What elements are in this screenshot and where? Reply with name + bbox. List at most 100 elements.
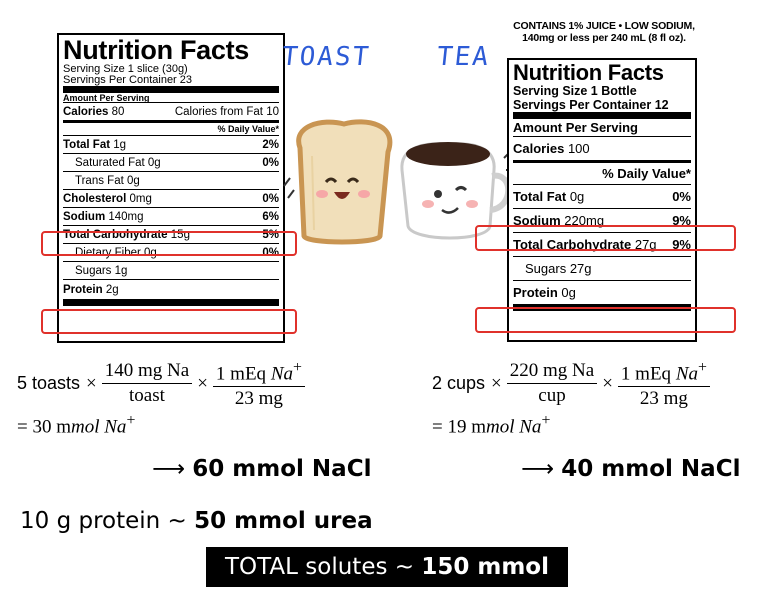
sodium-ion: Na xyxy=(675,363,698,385)
toast-row-name: Saturated Fat xyxy=(75,156,145,169)
result-unit: mol Na xyxy=(71,416,127,438)
toast-row-amount: 2g xyxy=(105,283,119,296)
toast-word: TOAST xyxy=(280,42,372,72)
tea-row-name: Sugars xyxy=(525,261,567,276)
fraction-denominator: 23 mg xyxy=(639,388,688,410)
nacl-value: 40 mmol NaCl xyxy=(561,456,741,482)
toast-row-amount: 0mg xyxy=(129,192,152,205)
fraction-numerator: 140 mg Na xyxy=(101,359,193,385)
tea-row-dv: 0% xyxy=(672,189,691,204)
toast-count: 5 toasts xyxy=(17,373,81,394)
toast-row-name: Cholesterol xyxy=(63,192,127,205)
toast-row-dv: 0% xyxy=(262,192,279,205)
multiply-sign: × xyxy=(602,372,613,394)
toast-row-name: Sodium xyxy=(63,210,106,223)
toast-sodium-result: = 30 mmol Na+ xyxy=(17,412,136,438)
multiply-sign: × xyxy=(197,372,208,394)
toast-protein-highlight xyxy=(41,309,297,334)
tea-fraction-2: 1 mEq Na+ 23 mg xyxy=(617,356,710,411)
toast-fraction-2: 1 mEq Na+ 23 mg xyxy=(212,356,305,411)
tea-amount-per-serving: Amount Per Serving xyxy=(513,120,638,135)
tea-row-dv: 9% xyxy=(672,237,691,252)
tea-row-dv: 9% xyxy=(672,213,691,228)
toast-row-name: Trans Fat xyxy=(75,174,124,187)
arrow-symbol: ⟶ xyxy=(521,456,562,482)
tea-sodium-highlight xyxy=(475,225,736,251)
toast-row-dv: 6% xyxy=(262,210,279,223)
total-solutes-banner: TOTAL solutes ~ 150 mmol xyxy=(206,547,568,587)
tea-servings: Servings Per Container 12 xyxy=(513,98,669,112)
toast-nutrition-label: Nutrition Facts Serving Size 1 slice (30… xyxy=(57,33,285,343)
tea-count: 2 cups xyxy=(432,373,486,394)
toast-row-dv: 2% xyxy=(262,138,279,151)
tea-word: TEA xyxy=(435,42,492,72)
toast-fraction-1: 140 mg Na toast xyxy=(101,359,193,408)
toast-amount-per-serving: Amount Per Serving xyxy=(63,92,150,103)
toast-servings: Servings Per Container 23 xyxy=(63,74,193,86)
toast-row-amount: 1g xyxy=(114,264,128,277)
tea-row-amount: 220mg xyxy=(564,213,605,228)
meq-text: 1 mEq xyxy=(215,363,271,385)
toast-row-amount: 0g xyxy=(147,156,161,169)
toast-calories-value: 80 xyxy=(111,105,125,118)
fraction-denominator: toast xyxy=(129,385,165,407)
tea-row-name: Total Carbohydrate xyxy=(513,237,632,252)
toast-sodium-equation: 5 toasts × 140 mg Na toast × 1 mEq Na+ 2… xyxy=(17,356,308,411)
tea-row-amount: 27g xyxy=(634,237,657,252)
toast-dv-header: % Daily Value* xyxy=(217,124,279,134)
total-prefix: TOTAL solutes ~ xyxy=(225,554,415,580)
toast-calories-label: Calories xyxy=(63,105,109,118)
toast-row-name: Total Fat xyxy=(63,138,111,151)
multiply-sign: × xyxy=(491,372,502,394)
tea-serving-size: Serving Size 1 Bottle xyxy=(513,84,637,98)
tea-row-name: Sodium xyxy=(513,213,561,228)
toast-row-dv: 0% xyxy=(262,156,279,169)
result-prefix: = 30 m xyxy=(17,416,71,438)
tea-note-line2: 140mg or less per 240 mL (8 fl oz). xyxy=(522,32,686,44)
fraction-numerator: 1 mEq Na+ xyxy=(212,356,305,388)
toast-row-name: Sugars xyxy=(75,264,112,277)
arrow-symbol: ⟶ xyxy=(152,456,193,482)
sodium-ion: Na xyxy=(270,363,293,385)
tea-dv-header: % Daily Value* xyxy=(602,166,691,181)
urea-value: 50 mmol urea xyxy=(194,508,373,534)
fraction-denominator: cup xyxy=(538,385,566,407)
tea-sodium-result: = 19 mmol Na+ xyxy=(432,412,551,438)
tea-row-name: Protein xyxy=(513,285,558,300)
meq-text: 1 mEq xyxy=(620,363,676,385)
tea-sodium-equation: 2 cups × 220 mg Na cup × 1 mEq Na+ 23 mg xyxy=(432,356,713,411)
toast-nacl-result: ⟶ 60 mmol NaCl xyxy=(152,456,371,482)
toast-row-name: Protein xyxy=(63,283,103,296)
toast-label-title: Nutrition Facts xyxy=(63,35,250,65)
protein-prefix: 10 g protein ~ xyxy=(20,508,195,534)
tea-cup-character-icon xyxy=(400,142,512,240)
tea-fraction-1: 220 mg Na cup xyxy=(506,359,598,408)
tea-row-name: Total Fat xyxy=(513,189,567,204)
tea-row-amount: 0g xyxy=(569,189,585,204)
tea-note-line1: CONTAINS 1% JUICE • LOW SODIUM, xyxy=(513,20,695,32)
toast-row-amount: 140mg xyxy=(108,210,144,223)
fraction-numerator: 220 mg Na xyxy=(506,359,598,385)
toast-sodium-highlight xyxy=(41,231,297,256)
tea-nutrition-label: Nutrition Facts Serving Size 1 Bottle Se… xyxy=(507,58,697,342)
tea-calories-value: 100 xyxy=(567,141,590,156)
tea-protein-highlight xyxy=(475,307,736,333)
tea-label-note: CONTAINS 1% JUICE • LOW SODIUM, 140mg or… xyxy=(509,20,699,44)
toast-and-tea-illustration xyxy=(283,119,512,245)
total-value: 150 mmol xyxy=(421,554,549,580)
toast-serving-size: Serving Size 1 slice (30g) xyxy=(63,63,188,75)
toast-character-icon xyxy=(283,119,393,245)
result-prefix: = 19 m xyxy=(432,416,486,438)
tea-label-title: Nutrition Facts xyxy=(513,60,664,85)
tea-row-amount: 0g xyxy=(561,285,576,300)
tea-calories-label: Calories xyxy=(513,141,565,156)
nacl-value: 60 mmol NaCl xyxy=(192,456,372,482)
multiply-sign: × xyxy=(86,372,97,394)
tea-nacl-result: ⟶ 40 mmol NaCl xyxy=(521,456,740,482)
toast-row-amount: 1g xyxy=(113,138,127,151)
fraction-numerator: 1 mEq Na+ xyxy=(617,356,710,388)
toast-row-amount: 0g xyxy=(126,174,140,187)
toast-calories-fat: Calories from Fat 10 xyxy=(174,105,279,118)
tea-row-amount: 27g xyxy=(569,261,592,276)
fraction-denominator: 23 mg xyxy=(234,388,283,410)
